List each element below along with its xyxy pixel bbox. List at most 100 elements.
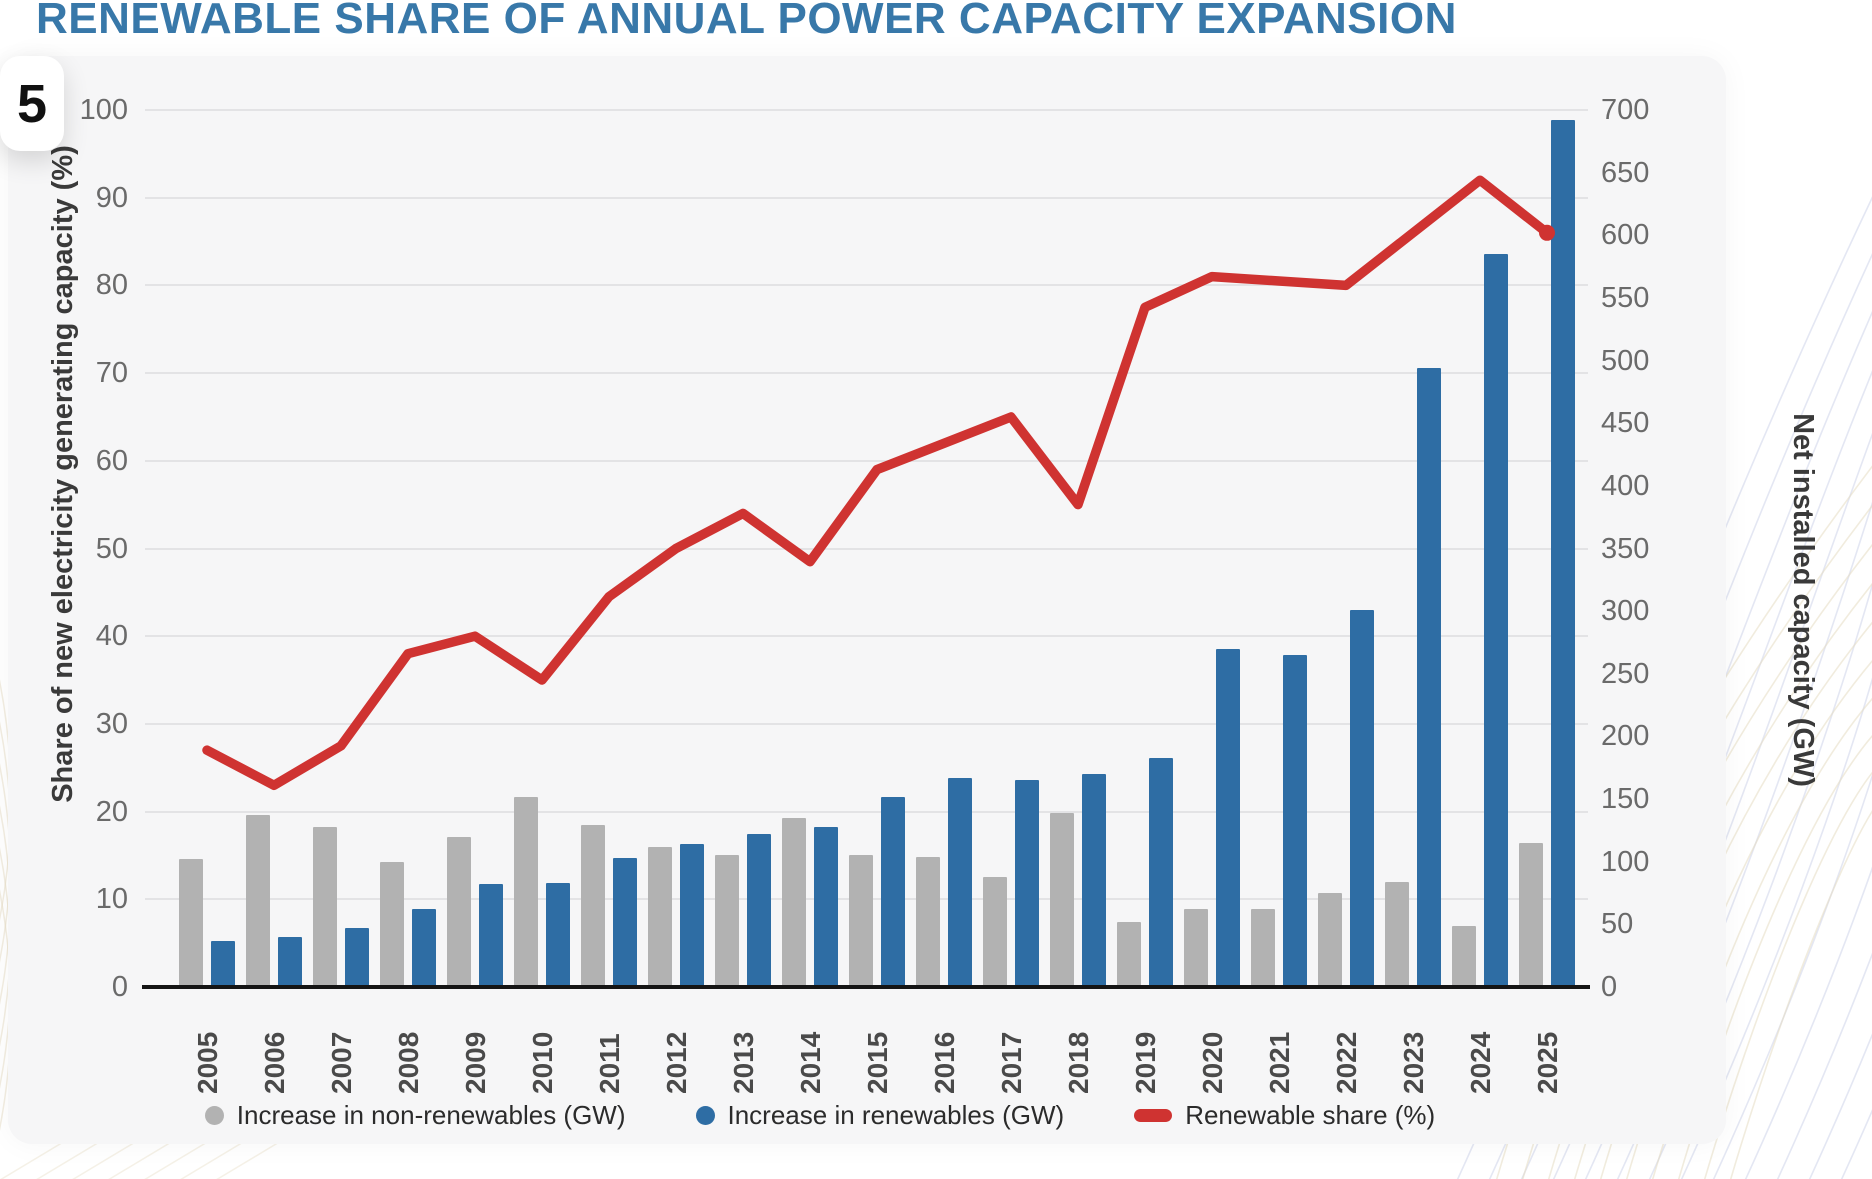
bar-non-renewables: [849, 855, 873, 987]
right-axis-tick-label: 350: [1601, 532, 1650, 565]
decor-curve: [1703, 771, 1872, 1179]
legend-label: Renewable share (%): [1185, 1100, 1436, 1130]
x-axis-year-label: 2012: [661, 1031, 692, 1094]
x-axis-year-label: 2021: [1264, 1031, 1295, 1094]
page-number-badge: 5: [0, 56, 64, 151]
left-axis-tick-label: 60: [95, 444, 128, 477]
x-axis-line: [142, 985, 1590, 989]
x-axis-year-label: 2014: [795, 1031, 826, 1094]
right-axis-tick-label: 450: [1601, 407, 1650, 440]
decor-curve: [1776, 952, 1872, 1179]
legend-item-renewables: Increase in renewables (GW): [695, 1100, 1064, 1131]
x-axis-year-label: 2018: [1063, 1031, 1094, 1094]
bar-non-renewables: [648, 846, 672, 987]
bar-renewables: [1082, 774, 1106, 987]
decor-curve: [1712, 774, 1872, 1179]
bar-non-renewables: [313, 826, 337, 987]
right-axis-tick-label: 600: [1601, 219, 1650, 252]
bar-non-renewables: [1184, 909, 1208, 987]
bar-non-renewables: [514, 796, 538, 987]
left-axis-tick-label: 90: [95, 181, 128, 214]
share-line-marker-icon: [1134, 1109, 1173, 1122]
bar-non-renewables: [1117, 921, 1141, 987]
left-axis-tick-label: 30: [95, 707, 128, 740]
right-axis-tick-label: 150: [1601, 783, 1650, 816]
bar-non-renewables: [916, 856, 940, 987]
gridline: [145, 459, 1588, 462]
x-axis-year-label: 2022: [1331, 1031, 1362, 1094]
right-axis-tick-label: 650: [1601, 156, 1650, 189]
legend-item-non-renewables: Increase in non-renewables (GW): [204, 1100, 626, 1131]
x-axis-year-label: 2020: [1197, 1031, 1228, 1094]
x-axis-year-label: 2015: [862, 1031, 893, 1094]
right-axis-tick-label: 200: [1601, 720, 1650, 753]
gridline: [145, 372, 1588, 375]
bar-renewables: [1149, 757, 1173, 987]
gridline: [145, 547, 1588, 550]
bar-non-renewables: [380, 861, 404, 987]
decor-curve: [1744, 866, 1872, 1179]
bar-non-renewables: [1318, 893, 1342, 987]
page-number: 5: [16, 73, 48, 134]
left-axis-tick-label: 80: [95, 269, 128, 302]
bar-non-renewables: [246, 815, 270, 987]
x-axis-year-label: 2017: [996, 1031, 1027, 1094]
x-axis-year-label: 2016: [929, 1031, 960, 1094]
gridline: [145, 810, 1588, 813]
share-line: [202, 175, 1552, 791]
x-axis-year-label: 2010: [527, 1031, 558, 1094]
bar-renewables: [479, 884, 503, 987]
bar-non-renewables: [581, 825, 605, 987]
bar-renewables: [1417, 368, 1441, 987]
right-axis-tick-label: 100: [1601, 845, 1650, 878]
bar-non-renewables: [1385, 881, 1409, 987]
right-axis-title: Net installed capacity (GW): [1787, 413, 1819, 787]
x-axis-year-label: 2009: [460, 1031, 491, 1094]
x-axis-year-label: 2007: [326, 1031, 357, 1094]
bar-renewables: [1216, 648, 1240, 987]
renewables-marker-icon: [695, 1106, 715, 1125]
legend-item-share: Renewable share (%): [1134, 1100, 1435, 1131]
left-axis-tick-label: 40: [95, 620, 128, 653]
bar-renewables: [948, 777, 972, 987]
x-axis-year-label: 2019: [1130, 1031, 1161, 1094]
decor-curve: [1729, 810, 1872, 1179]
bar-non-renewables: [1452, 925, 1476, 987]
left-axis-tick-label: 0: [111, 971, 128, 1003]
bar-renewables: [546, 883, 570, 987]
x-axis-year-label: 2005: [192, 1031, 223, 1094]
bar-renewables: [1350, 609, 1374, 987]
left-axis-tick-label: 70: [95, 357, 128, 390]
x-axis-year-label: 2013: [728, 1031, 759, 1094]
x-axis-year-label: 2023: [1398, 1031, 1429, 1094]
bar-renewables: [278, 936, 302, 987]
right-axis-tick-label: 500: [1601, 344, 1650, 377]
chart-legend: Increase in non-renewables (GW) Increase…: [0, 1100, 1640, 1131]
bar-non-renewables: [1251, 909, 1275, 987]
right-axis-tick-label: 300: [1601, 595, 1650, 628]
bar-non-renewables: [447, 836, 471, 987]
bar-non-renewables: [1050, 812, 1074, 987]
bar-renewables: [1551, 120, 1575, 987]
bar-non-renewables: [715, 855, 739, 987]
decor-curve: [1808, 1033, 1872, 1179]
bar-renewables: [680, 844, 704, 987]
gridline: [145, 284, 1588, 287]
x-axis-year-label: 2006: [259, 1031, 290, 1094]
right-axis-tick-label: 250: [1601, 657, 1650, 690]
x-axis-year-label: 2024: [1465, 1031, 1496, 1094]
bar-renewables: [211, 940, 235, 987]
bar-renewables: [613, 857, 637, 987]
bar-non-renewables: [179, 859, 203, 987]
right-axis-tick-label: 0: [1601, 971, 1618, 1003]
left-axis-tick-label: 20: [95, 795, 128, 828]
right-axis-tick-label: 700: [1601, 94, 1650, 126]
bar-renewables: [1484, 254, 1508, 987]
bar-renewables: [747, 834, 771, 987]
x-axis-year-label: 2008: [393, 1031, 424, 1094]
gridline: [145, 109, 1588, 111]
left-axis-tick-label: 100: [79, 94, 128, 126]
bar-renewables: [345, 928, 369, 987]
